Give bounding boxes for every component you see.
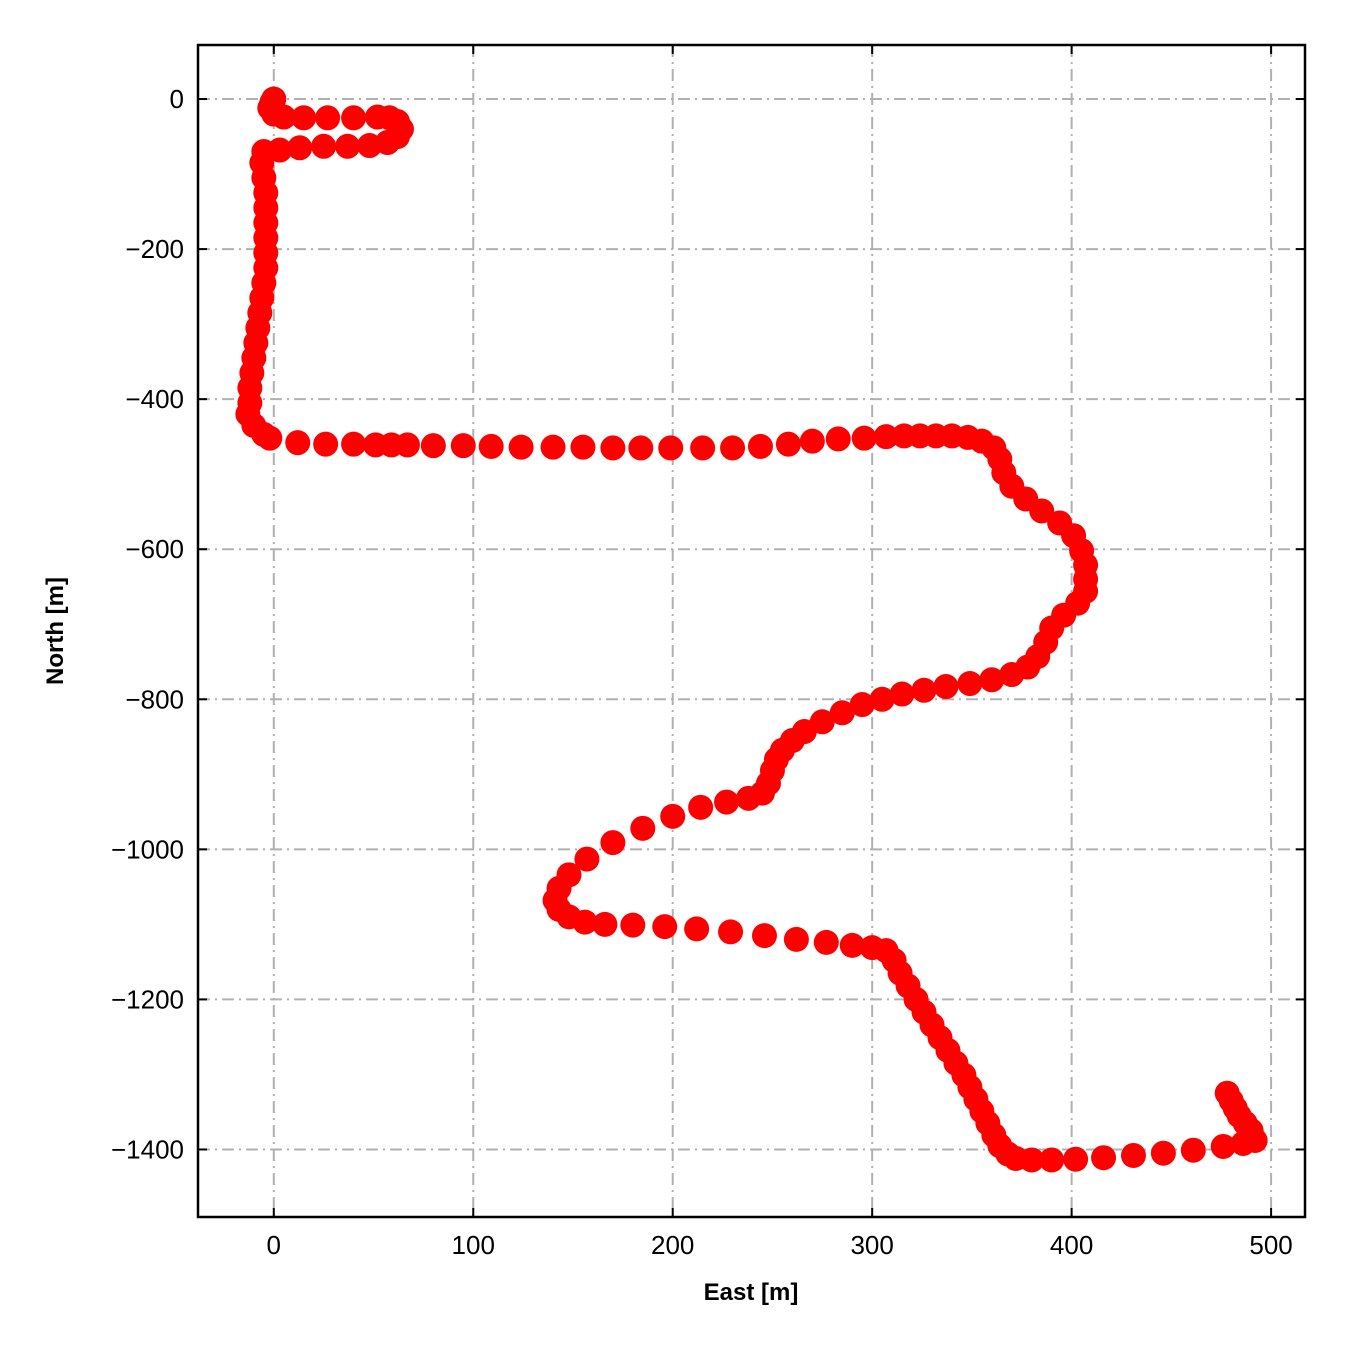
y-axis-title: North [m] xyxy=(42,577,69,685)
trajectory-point xyxy=(257,425,283,451)
trajectory-point xyxy=(714,789,740,815)
trajectory-point xyxy=(540,434,566,460)
trajectory-point xyxy=(335,133,361,159)
y-tick-label: −1400 xyxy=(111,1134,184,1164)
trajectory-point xyxy=(313,431,339,457)
trajectory-point xyxy=(620,912,646,938)
trajectory-point xyxy=(628,435,654,461)
trajectory-point xyxy=(574,846,600,872)
trajectory-point xyxy=(660,803,686,829)
x-tick-labels: 0 100 200 300 400 500 xyxy=(267,1230,1293,1260)
trajectory-point xyxy=(783,926,809,952)
trajectory-point xyxy=(775,431,801,457)
trajectory-point xyxy=(600,435,626,461)
trajectory-point xyxy=(889,681,915,707)
x-tick-label: 0 xyxy=(267,1230,281,1260)
trajectory-point xyxy=(1039,1147,1065,1173)
trajectory-point xyxy=(751,923,777,949)
trajectory-point xyxy=(1063,1146,1089,1172)
trajectory-point xyxy=(688,794,714,820)
trajectory-point xyxy=(478,433,504,459)
trajectory-point xyxy=(718,919,744,945)
trajectory-point xyxy=(851,425,877,451)
trajectory-point xyxy=(736,785,762,811)
trajectory-point xyxy=(341,105,367,131)
trajectory-point xyxy=(291,105,317,131)
trajectory-point xyxy=(1120,1142,1146,1168)
y-tick-label: −400 xyxy=(125,384,184,414)
trajectory-point xyxy=(1029,498,1055,524)
x-tick-label: 200 xyxy=(651,1230,694,1260)
trajectory-point xyxy=(684,916,710,942)
y-tick-label: 0 xyxy=(170,84,184,114)
trajectory-point xyxy=(957,671,983,697)
trajectory-point xyxy=(508,434,534,460)
y-tick-label: −800 xyxy=(125,684,184,714)
trajectory-point xyxy=(829,700,855,726)
trajectory-point xyxy=(420,433,446,459)
y-tick-label: −600 xyxy=(125,534,184,564)
trajectory-point xyxy=(813,929,839,955)
ticks xyxy=(198,45,1305,1217)
trajectory-point xyxy=(1019,1147,1045,1173)
trajectory-point xyxy=(849,692,875,718)
trajectory-point xyxy=(658,435,684,461)
trajectory-point xyxy=(911,677,937,703)
trajectory-point xyxy=(869,686,895,712)
trajectory-point xyxy=(285,430,311,456)
x-tick-label: 400 xyxy=(1050,1230,1093,1260)
trajectory-point xyxy=(450,433,476,459)
x-axis-title: East [m] xyxy=(704,1279,799,1306)
trajectory-point xyxy=(799,428,825,454)
trajectory-point xyxy=(1210,1133,1236,1159)
trajectory-point xyxy=(999,662,1025,688)
trajectory-point xyxy=(592,911,618,937)
x-tick-label: 100 xyxy=(452,1230,495,1260)
trajectory-point xyxy=(394,432,420,458)
trajectory-point xyxy=(287,135,313,161)
trajectory-point xyxy=(1214,1080,1240,1106)
trajectory-point xyxy=(1180,1137,1206,1163)
y-tick-label: −200 xyxy=(125,234,184,264)
trajectory-point xyxy=(357,133,383,159)
trajectory-point xyxy=(979,667,1005,693)
trajectory-point xyxy=(652,914,678,940)
trajectory-point xyxy=(747,433,773,459)
trajectory-point xyxy=(271,104,297,130)
trajectory-point xyxy=(570,434,596,460)
trajectory-point xyxy=(933,674,959,700)
y-tick-labels: 0 −200 −400 −600 −800 −1000 −1200 −1400 xyxy=(111,84,184,1164)
y-tick-label: −1000 xyxy=(111,834,184,864)
trajectory-point xyxy=(311,133,337,159)
trajectory-point xyxy=(341,431,367,457)
y-tick-label: −1200 xyxy=(111,984,184,1014)
trajectory-point xyxy=(690,435,716,461)
trajectory-point xyxy=(825,426,851,452)
trajectory-point xyxy=(600,830,626,856)
trajectory-point xyxy=(630,815,656,841)
plot-frame xyxy=(196,43,1307,1219)
trajectory-point xyxy=(315,105,341,131)
trajectory-point xyxy=(1091,1145,1117,1171)
trajectory-point xyxy=(572,909,598,935)
trajectory-points xyxy=(235,86,1268,1173)
x-tick-label: 500 xyxy=(1249,1230,1292,1260)
trajectory-point xyxy=(1150,1140,1176,1166)
trajectory-point xyxy=(720,435,746,461)
trajectory-point xyxy=(839,932,865,958)
trajectory-point xyxy=(873,424,899,450)
x-tick-label: 300 xyxy=(850,1230,893,1260)
grid xyxy=(198,45,1305,1217)
